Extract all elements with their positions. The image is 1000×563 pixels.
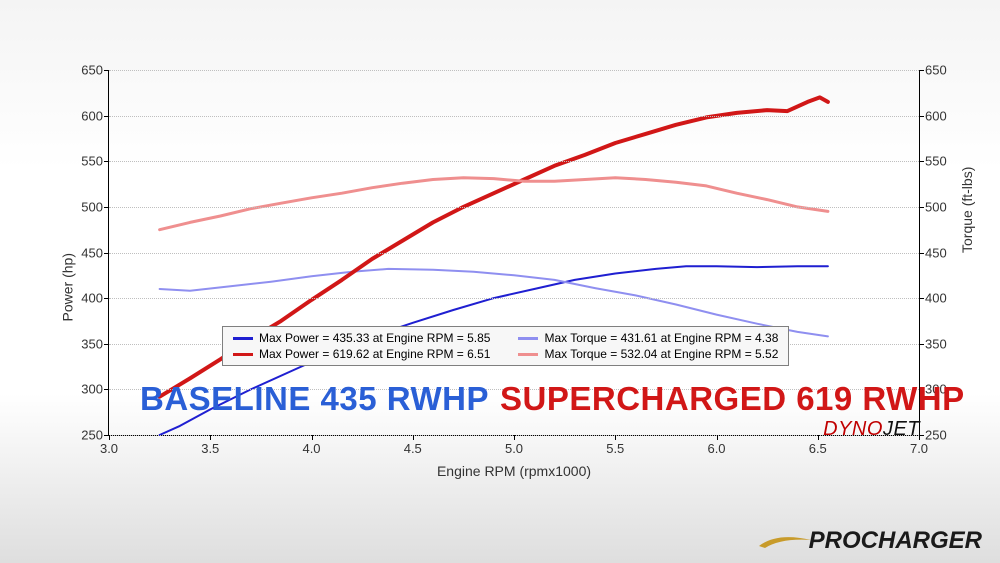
y-right-axis-label: Torque (ft-lbs) (959, 166, 975, 252)
x-tick-mark (615, 435, 616, 440)
y-left-tick-mark (104, 298, 109, 299)
x-tick-mark (514, 435, 515, 440)
x-tick-mark (312, 435, 313, 440)
x-tick-mark (818, 435, 819, 440)
dynojet-logo: DYNOJET (823, 418, 920, 441)
legend-swatch (233, 353, 253, 356)
gridline (109, 116, 919, 117)
y-left-tick-mark (104, 389, 109, 390)
x-tick-mark (109, 435, 110, 440)
y-left-tick-mark (104, 344, 109, 345)
legend-item: Max Torque = 431.61 at Engine RPM = 4.38 (518, 331, 778, 345)
procharger-swoosh-icon (757, 529, 813, 545)
legend-text: Max Power = 619.62 at Engine RPM = 6.51 (259, 347, 490, 361)
legend-item: Max Power = 435.33 at Engine RPM = 5.85 (233, 331, 490, 345)
legend-text: Max Torque = 431.61 at Engine RPM = 4.38 (544, 331, 778, 345)
legend-item: Max Torque = 532.04 at Engine RPM = 5.52 (518, 347, 778, 361)
x-tick-mark (413, 435, 414, 440)
y-left-tick-mark (104, 161, 109, 162)
x-tick-mark (717, 435, 718, 440)
gridline (109, 161, 919, 162)
legend-swatch (518, 337, 538, 340)
gridline (109, 298, 919, 299)
legend-swatch (233, 337, 253, 340)
procharger-logo-text: PROCHARGER (809, 527, 982, 554)
y-right-tick-mark (919, 70, 924, 71)
headline-baseline: BASELINE 435 RWHP (140, 380, 489, 418)
headline-supercharged: SUPERCHARGED 619 RWHP (500, 380, 965, 418)
gridline (109, 253, 919, 254)
y-right-tick-mark (919, 207, 924, 208)
y-left-tick-mark (104, 253, 109, 254)
y-right-tick-mark (919, 344, 924, 345)
legend-swatch (518, 353, 538, 356)
procharger-logo: PROCHARGER (757, 527, 982, 555)
y-left-axis-label: Power (hp) (59, 253, 75, 321)
y-right-tick-mark (919, 253, 924, 254)
x-axis-label: Engine RPM (rpmx1000) (437, 463, 591, 479)
y-right-tick-mark (919, 116, 924, 117)
series-sc_torque (160, 178, 828, 230)
y-left-tick-mark (104, 116, 109, 117)
legend: Max Power = 435.33 at Engine RPM = 5.85 M… (222, 326, 789, 366)
y-left-tick-mark (104, 207, 109, 208)
legend-text: Max Power = 435.33 at Engine RPM = 5.85 (259, 331, 490, 345)
gridline (109, 207, 919, 208)
y-left-tick-mark (104, 70, 109, 71)
legend-item: Max Power = 619.62 at Engine RPM = 6.51 (233, 347, 490, 361)
dynojet-logo-part-1: DYNO (823, 418, 883, 440)
gridline (109, 70, 919, 71)
dynojet-logo-part-2: JET (883, 418, 920, 440)
legend-text: Max Torque = 532.04 at Engine RPM = 5.52 (544, 347, 778, 361)
x-tick-mark (210, 435, 211, 440)
y-right-tick-mark (919, 298, 924, 299)
y-right-tick-mark (919, 161, 924, 162)
